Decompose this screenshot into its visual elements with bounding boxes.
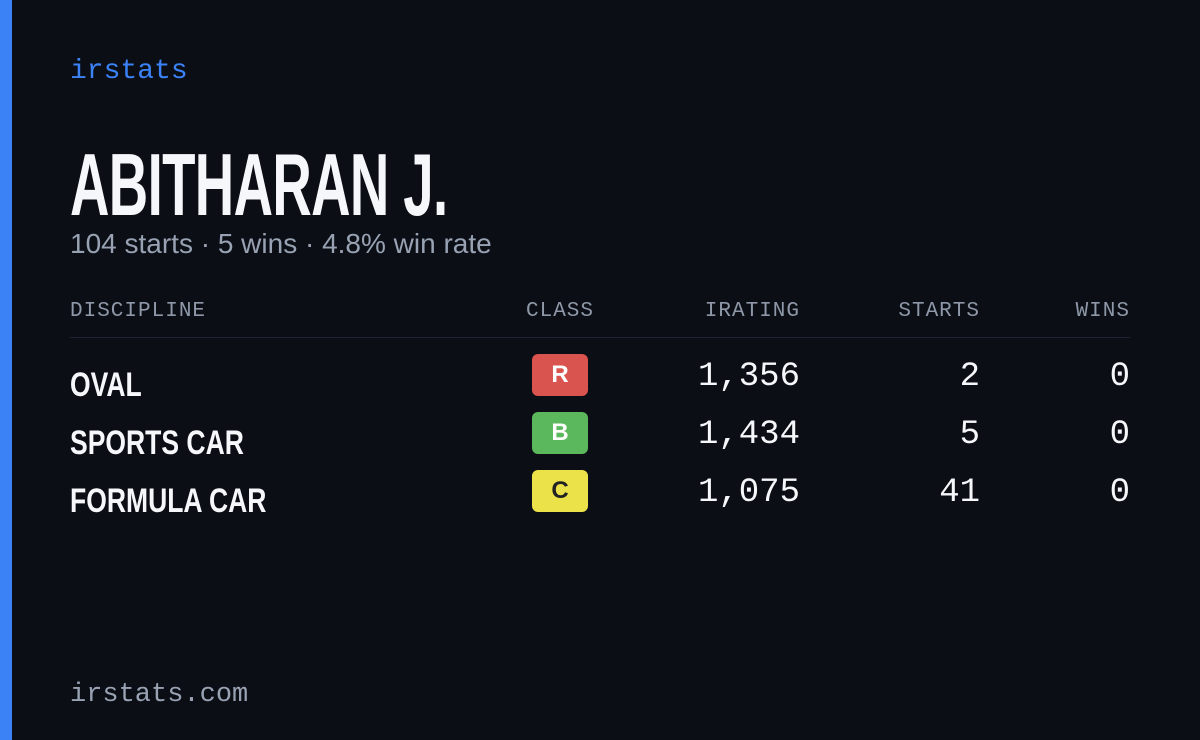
brand: irstats [70,56,188,87]
wins: 0 [1109,474,1130,512]
footer: irstats.com [70,680,249,710]
header-divider [70,337,1130,338]
starts: 2 [959,358,980,396]
starts: 41 [939,474,980,512]
discipline: SPORTS CAR [70,424,244,462]
wins: 0 [1109,416,1130,454]
column-header: CLASS [525,300,594,323]
irating: 1,434 [697,416,800,454]
column-header: DISCIPLINE [70,300,207,323]
class-badge: B [532,412,588,454]
starts: 5 [959,416,980,454]
irating: 1,356 [697,358,800,396]
column-header: WINS [1075,300,1130,323]
column-header: STARTS [898,300,980,323]
column-header: IRATING [704,300,800,323]
class-badge: R [532,354,588,396]
summary: 104 starts · 5 wins · 4.8% win rate [70,228,492,259]
driver-name: ABITHARAN J. [70,135,448,234]
wins: 0 [1109,358,1130,396]
class-badge: C [532,470,588,512]
irating: 1,075 [697,474,800,512]
accent-bar [0,0,12,740]
discipline: FORMULA CAR [70,482,267,520]
discipline: OVAL [70,366,142,404]
